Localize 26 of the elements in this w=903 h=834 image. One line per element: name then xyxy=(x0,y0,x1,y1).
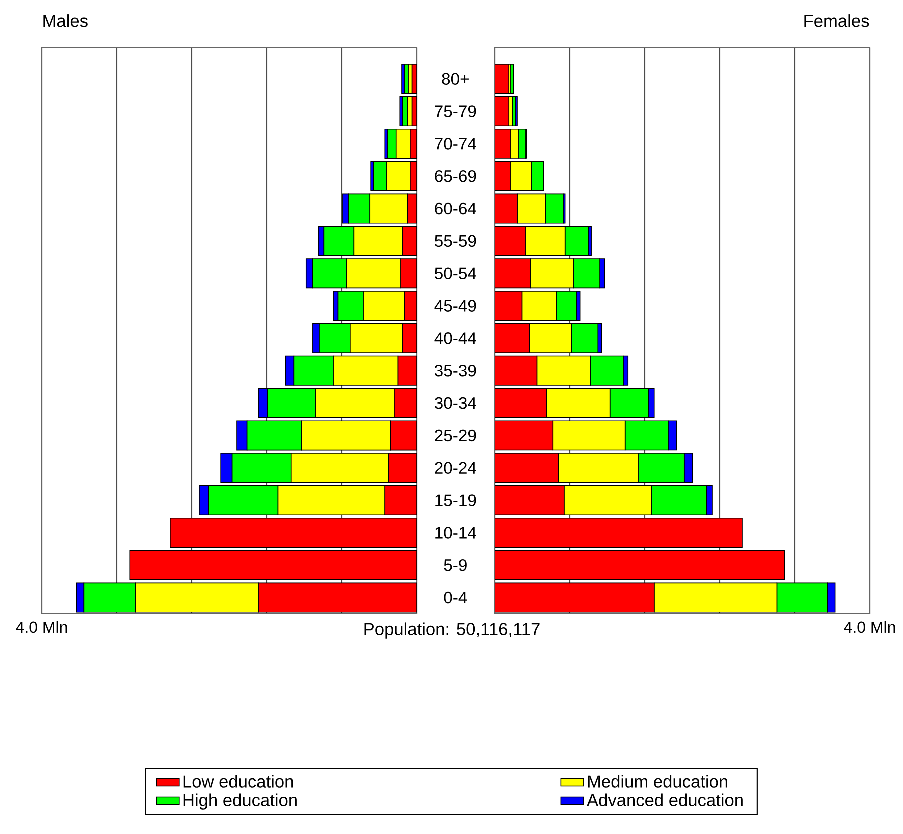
y-tick-label: 30-34 xyxy=(434,397,476,410)
y-tick-label: 40-44 xyxy=(434,332,476,344)
y-tick-label: 20-24 xyxy=(435,462,476,474)
x-tick-label: 4.0 Mln xyxy=(844,621,896,634)
legend-label: Medium education xyxy=(588,775,728,788)
y-tick-label: 35-39 xyxy=(434,364,476,377)
y-tick-label: 60-64 xyxy=(435,202,476,215)
x-tick-label: 4.0 Mln xyxy=(16,621,68,634)
legend-label: High education xyxy=(184,794,297,810)
y-tick-label: 55-59 xyxy=(435,235,476,248)
y-tick-label: 10-14 xyxy=(436,527,476,539)
y-tick-label: 5-9 xyxy=(444,559,467,572)
y-tick-label: 45-49 xyxy=(434,300,476,312)
chart-title: Females xyxy=(804,14,870,28)
legend-label: Low education xyxy=(184,775,294,788)
legend-label: Advanced education xyxy=(587,794,743,806)
y-tick-label: 70-74 xyxy=(435,138,476,150)
y-tick-label: 50-54 xyxy=(435,268,476,280)
y-tick-label: 65-69 xyxy=(435,170,476,182)
y-tick-label: 25-29 xyxy=(435,430,476,442)
chart-title: Males xyxy=(44,14,88,28)
y-tick-label: 80+ xyxy=(442,73,469,86)
text: Population: 50,116,117 xyxy=(364,622,540,639)
y-tick-label: 15-19 xyxy=(436,494,476,506)
y-tick-label: 0-4 xyxy=(444,592,468,604)
y-tick-label: 75-79 xyxy=(435,106,476,118)
